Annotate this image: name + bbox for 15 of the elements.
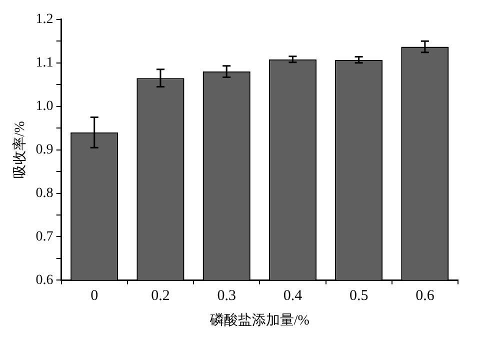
x-tick-label: 0.4 (283, 288, 303, 304)
y-tick-label: 1.0 (36, 99, 54, 114)
x-tick-label: 0.6 (416, 288, 435, 304)
x-tick-label: 0.2 (151, 288, 170, 304)
y-tick-label: 0.6 (36, 272, 54, 288)
x-tick-label: 0.5 (349, 288, 368, 304)
x-tick-label: 0 (90, 288, 98, 304)
y-tick-label: 0.8 (36, 186, 54, 201)
y-tick-label: 1.2 (36, 12, 54, 28)
y-tick-label: 1.1 (36, 56, 54, 71)
x-axis-title: 磷酸盐添加量/% (208, 312, 310, 328)
x-tick-label: 0.3 (217, 288, 236, 304)
y-axis-title: 吸收率/% (12, 120, 28, 179)
y-tick-label: 0.7 (36, 229, 54, 244)
y-tick-label: 0.9 (36, 142, 54, 158)
